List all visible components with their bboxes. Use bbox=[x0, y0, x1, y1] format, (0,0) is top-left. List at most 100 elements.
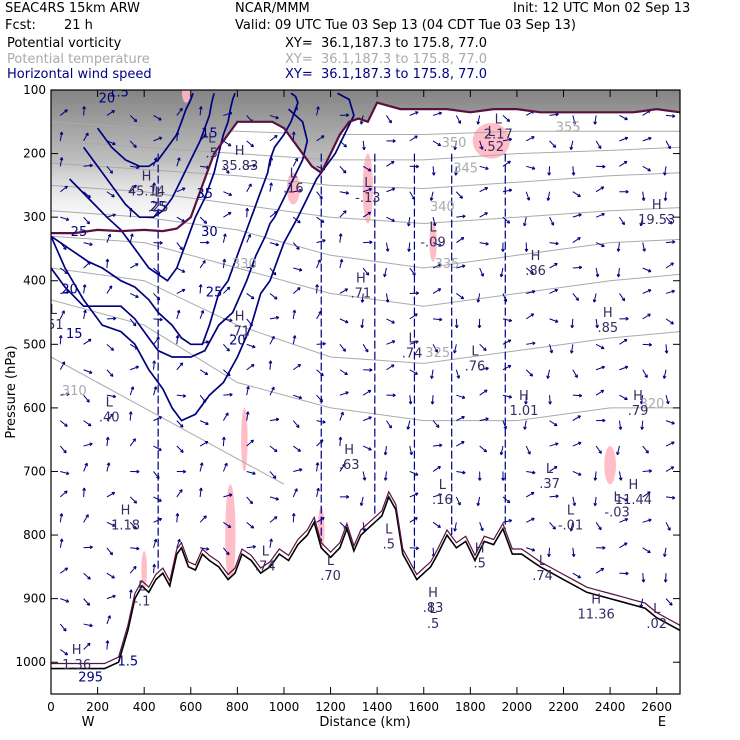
wind-vector bbox=[246, 546, 256, 549]
wind-vector bbox=[129, 263, 139, 269]
wind-vector-head bbox=[602, 164, 606, 169]
wind-vector-head bbox=[460, 237, 465, 241]
wind-vector bbox=[432, 140, 441, 147]
wind-vector-head bbox=[648, 342, 652, 347]
wind-vector-head bbox=[275, 242, 279, 247]
wind-vector-head bbox=[647, 313, 651, 317]
theta-contour-350 bbox=[51, 140, 680, 161]
wind-vector-head bbox=[107, 615, 111, 619]
wind-vector-head bbox=[578, 472, 582, 476]
theta-contour-340 bbox=[51, 184, 680, 225]
wind-vector-head bbox=[135, 365, 140, 370]
extremum-marker: H bbox=[519, 389, 529, 404]
wind-vector-head bbox=[275, 417, 280, 422]
wind-vector-head bbox=[624, 396, 628, 401]
wind-vector bbox=[106, 437, 109, 447]
wind-vector-head bbox=[531, 290, 536, 294]
wind-vector-head bbox=[107, 233, 112, 238]
wind-vector bbox=[664, 166, 667, 176]
wind-vector bbox=[526, 290, 536, 294]
wind-vector-head bbox=[205, 547, 210, 551]
extremum-marker: L bbox=[262, 545, 270, 560]
wind-vector-head bbox=[159, 241, 163, 245]
wind-vector bbox=[456, 394, 466, 399]
wind-vector bbox=[456, 470, 466, 474]
x-tick-label: 2400 bbox=[595, 700, 626, 714]
wind-vector bbox=[432, 493, 442, 498]
wind-vector-head bbox=[64, 651, 69, 656]
wind-vector-head bbox=[483, 448, 488, 453]
wind-vector-head bbox=[600, 186, 605, 190]
wind-vector-head bbox=[532, 470, 536, 475]
wind-vector bbox=[129, 233, 133, 243]
wind-vector-head bbox=[110, 347, 115, 351]
wind-vector-head bbox=[250, 364, 255, 368]
field-xy-theta: XY= 36.1,187.3 to 175.8, 77.0 bbox=[285, 52, 488, 67]
wind-vector-head bbox=[484, 389, 488, 394]
wind-vector bbox=[60, 470, 70, 475]
wind-label: 30 bbox=[201, 225, 218, 240]
wind-vector-head bbox=[322, 420, 326, 424]
wind-vector bbox=[106, 462, 110, 472]
wind-vector-head bbox=[639, 222, 644, 227]
wind-vector-head bbox=[454, 172, 458, 176]
wind-vector-head bbox=[663, 553, 667, 557]
wind-vector-head bbox=[136, 546, 140, 551]
wind-vector-head bbox=[600, 389, 605, 394]
wind-vector bbox=[642, 313, 651, 320]
wind-vector bbox=[316, 310, 322, 320]
wind-vector-head bbox=[250, 295, 255, 300]
wind-vector bbox=[616, 445, 620, 455]
wind-label: 25 bbox=[150, 200, 167, 215]
wind-vector-head bbox=[133, 118, 138, 123]
wind-vector bbox=[430, 191, 434, 201]
wind-vector bbox=[106, 285, 113, 294]
extremum-marker: L bbox=[613, 491, 621, 506]
wind-vector bbox=[60, 216, 70, 221]
wind-vector-head bbox=[226, 170, 230, 174]
wind-vector-head bbox=[65, 217, 70, 221]
wind-vector bbox=[431, 395, 434, 405]
wind-vector-head bbox=[624, 518, 629, 522]
wind-vector-head bbox=[476, 299, 481, 303]
pv-tropopause-line bbox=[51, 101, 680, 235]
wind-vector-head bbox=[663, 197, 668, 201]
wind-vector bbox=[386, 364, 395, 371]
x-tick-label: 1800 bbox=[455, 700, 486, 714]
wind-vector bbox=[362, 140, 365, 150]
wind-vector bbox=[642, 267, 652, 273]
wind-vector bbox=[479, 267, 484, 277]
wind-vector-head bbox=[665, 400, 670, 405]
extremum-marker: L bbox=[327, 554, 335, 569]
wind-vector-head bbox=[461, 415, 465, 420]
wind-vector bbox=[269, 211, 278, 218]
wind-vector bbox=[640, 217, 644, 227]
contour-label: 1.5 bbox=[108, 85, 129, 100]
wind-vector-head bbox=[531, 548, 536, 552]
wind-vector-head bbox=[203, 220, 208, 224]
wind-vector-head bbox=[460, 295, 465, 300]
wind-vector-head bbox=[430, 375, 434, 379]
wind-vector-head bbox=[484, 212, 488, 216]
extremum-marker: H bbox=[633, 389, 643, 404]
wind-vector-head bbox=[227, 142, 232, 147]
wind-vector-head bbox=[222, 258, 227, 263]
wind-vector bbox=[477, 496, 481, 506]
wind-vector-head bbox=[228, 192, 233, 197]
wind-vector bbox=[433, 318, 443, 321]
wind-vector-head bbox=[133, 525, 137, 530]
wind-vector-head bbox=[317, 259, 321, 263]
wind-vector bbox=[500, 267, 504, 277]
wind-vector bbox=[409, 313, 418, 320]
wind-vector-head bbox=[226, 286, 231, 291]
wind-vector-head bbox=[298, 267, 303, 272]
wind-vector-head bbox=[508, 318, 513, 323]
wind-vector bbox=[106, 165, 113, 174]
wind-vector-head bbox=[546, 197, 551, 201]
wind-vector bbox=[106, 491, 115, 498]
wind-vector bbox=[432, 242, 442, 247]
extremum-marker: L bbox=[364, 176, 372, 191]
wind-vector bbox=[223, 343, 230, 352]
wind-vector-head bbox=[618, 426, 623, 430]
wind-vector-head bbox=[158, 498, 162, 502]
